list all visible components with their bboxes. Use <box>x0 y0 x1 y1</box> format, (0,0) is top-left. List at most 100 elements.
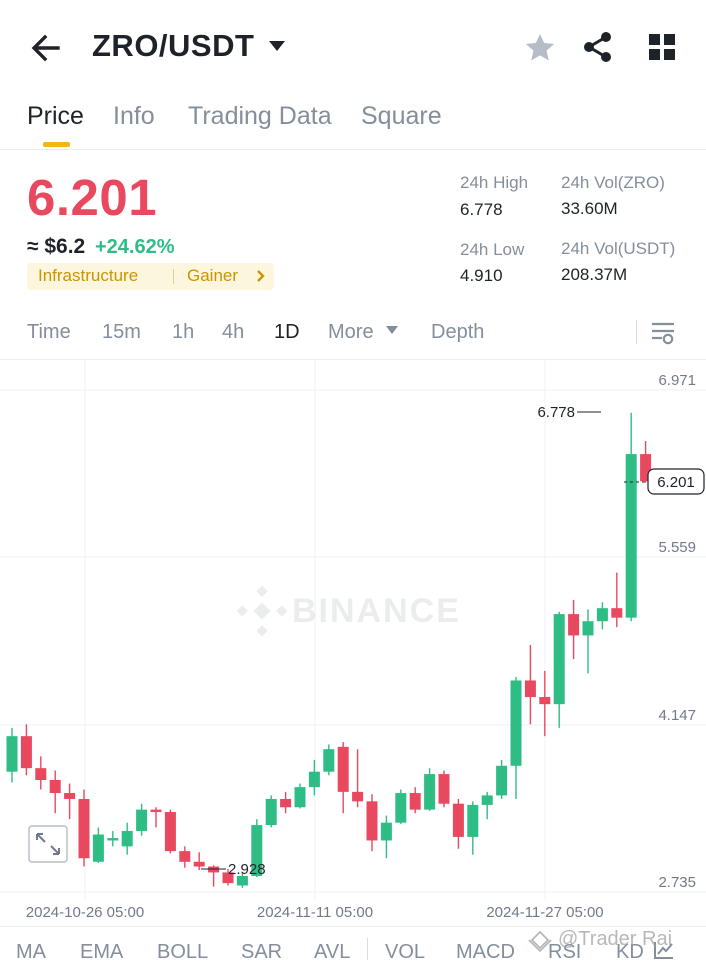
candle-up <box>294 787 306 808</box>
candle-down <box>366 801 378 841</box>
candle-down <box>150 809 162 813</box>
candle-down <box>179 851 191 862</box>
interval-1d[interactable]: 1D <box>274 321 300 343</box>
indicator-sar[interactable]: SAR <box>241 941 283 963</box>
interval-4h[interactable]: 4h <box>222 321 245 343</box>
y-tick-label: 4.147 <box>658 707 696 724</box>
tab-square[interactable]: Square <box>361 102 442 130</box>
max-price-label: 6.778 <box>537 404 575 421</box>
indicator-kd[interactable]: KD <box>616 941 644 963</box>
star-icon[interactable] <box>522 30 558 66</box>
candle-down <box>49 780 61 794</box>
interval-divider <box>636 320 637 344</box>
indicator-rsi[interactable]: RSI <box>548 941 582 963</box>
indicator-ema[interactable]: EMA <box>80 941 124 963</box>
candle-down <box>352 791 364 802</box>
grid-icon[interactable] <box>646 31 678 63</box>
candle-down <box>409 793 421 810</box>
candle-up <box>92 834 104 862</box>
candle-down <box>20 736 32 769</box>
high-value: 6.778 <box>460 200 503 219</box>
candle-up <box>265 798 277 826</box>
candle-up <box>596 608 608 622</box>
indicator-avl[interactable]: AVL <box>314 941 351 963</box>
category-tag[interactable]: Infrastructure <box>38 266 139 285</box>
current-price-label: 6.201 <box>657 474 695 491</box>
low-value: 4.910 <box>460 266 503 285</box>
tab-info[interactable]: Info <box>113 102 155 130</box>
max-price-marker: 6.778 <box>537 404 601 421</box>
min-price-marker: 2.928 <box>201 861 266 878</box>
x-tick-label: 2024-11-27 05:00 <box>486 904 603 921</box>
depth-tab[interactable]: Depth <box>431 321 485 343</box>
share-icon[interactable] <box>580 29 616 65</box>
indicator-divider <box>367 938 368 960</box>
tag-bar[interactable]: Infrastructure Gainer <box>27 263 274 290</box>
tab-price[interactable]: Price <box>27 102 84 130</box>
candle-down <box>164 812 176 852</box>
indicator-ma[interactable]: MA <box>16 941 46 963</box>
candle-up <box>308 771 320 788</box>
candlestick-chart[interactable]: BINANCE 6.971 5.559 4.147 2.735 2024-10-… <box>0 360 706 925</box>
chart-settings-icon[interactable] <box>650 320 676 346</box>
candle-down <box>35 768 47 781</box>
candle-down <box>78 798 90 859</box>
candle-up <box>553 614 565 705</box>
tag-divider <box>173 269 174 284</box>
active-tab-indicator <box>43 142 70 147</box>
tab-trading-data[interactable]: Trading Data <box>188 102 332 130</box>
interval-15m[interactable]: 15m <box>102 321 141 343</box>
candle-up <box>380 822 392 841</box>
candle-up <box>424 774 436 810</box>
chevron-right-icon <box>257 270 265 282</box>
candle-up <box>496 765 508 796</box>
y-axis-labels: 6.971 5.559 4.147 2.735 <box>658 372 696 891</box>
vol-base-value: 33.60M <box>561 199 618 218</box>
candle-up <box>395 793 407 823</box>
current-price-marker: 6.201 <box>624 468 705 495</box>
low-label: 24h Low <box>460 240 525 259</box>
candle-up <box>121 830 133 847</box>
back-arrow-icon[interactable] <box>28 30 64 66</box>
candle-down <box>524 680 536 698</box>
vol-quote-value: 208.37M <box>561 265 628 284</box>
candle-up <box>107 838 119 841</box>
indicator-macd[interactable]: MACD <box>456 941 515 963</box>
top-bar: ZRO/USDT <box>0 0 706 96</box>
candle-down <box>438 774 450 804</box>
candle-down <box>280 798 292 808</box>
last-price: 6.201 <box>27 169 158 226</box>
candle-down <box>568 614 580 636</box>
candle-down <box>611 608 623 618</box>
price-change-percent: +24.62% <box>95 236 175 258</box>
y-tick-label: 6.971 <box>658 372 696 389</box>
candle-up <box>510 680 522 766</box>
trading-pair-title[interactable]: ZRO/USDT <box>92 28 255 63</box>
indicator-vol[interactable]: VOL <box>385 941 426 963</box>
candle-up <box>136 809 148 831</box>
vol-base-label: 24h Vol(ZRO) <box>561 173 665 192</box>
gainer-tag[interactable]: Gainer <box>187 266 239 285</box>
candle-up <box>236 876 248 886</box>
x-tick-label: 2024-11-11 05:00 <box>257 904 373 921</box>
candle-up <box>323 749 335 772</box>
indicator-boll[interactable]: BOLL <box>157 941 209 963</box>
candle-down <box>539 697 551 705</box>
caret-down-icon[interactable] <box>385 325 399 335</box>
indicator-bar: MA EMA BOLL SAR AVL VOL MACD RSI KD <box>0 926 706 963</box>
candle-up <box>481 795 493 805</box>
interval-more[interactable]: More <box>328 321 374 343</box>
min-price-label: 2.928 <box>228 861 266 878</box>
expand-icon[interactable] <box>28 825 68 863</box>
binance-watermark: BINANCE <box>236 585 461 637</box>
candle-down <box>193 861 205 867</box>
caret-down-icon[interactable] <box>267 38 287 54</box>
interval-1h[interactable]: 1h <box>172 321 195 343</box>
candle-down <box>337 746 349 792</box>
y-tick-label: 5.559 <box>658 539 696 556</box>
high-label: 24h High <box>460 173 529 192</box>
indicator-settings-icon[interactable] <box>653 940 675 960</box>
candle-up <box>582 621 594 636</box>
watermark-text: BINANCE <box>292 592 461 630</box>
interval-time[interactable]: Time <box>27 321 71 343</box>
